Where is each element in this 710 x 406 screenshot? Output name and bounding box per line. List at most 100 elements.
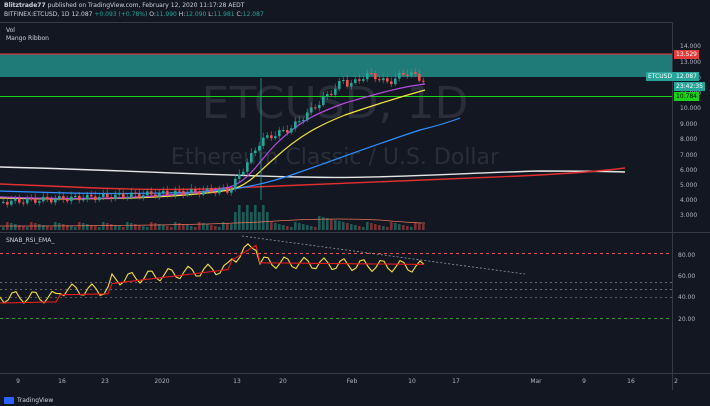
candle <box>374 73 377 80</box>
date-axis[interactable]: 9 16 23 2020 13 20 Feb 10 17 Mar 9 16 2 <box>16 378 678 385</box>
candle <box>122 193 125 198</box>
volume-bar <box>2 227 5 230</box>
candle <box>82 199 85 201</box>
candle <box>346 79 349 87</box>
price-tick-label: 5.000 <box>680 182 697 189</box>
ma-blue <box>0 117 461 195</box>
candle <box>382 78 385 81</box>
candle <box>50 199 53 203</box>
candle <box>338 81 341 89</box>
volume-bar <box>194 227 197 230</box>
author[interactable]: Blitztrade77 <box>4 2 46 9</box>
indicator-vol-label[interactable]: Vol <box>6 27 15 34</box>
rsi-indicator-label[interactable]: SNAB_RSI_EMA_ <box>6 237 55 244</box>
volume-bar <box>198 222 201 230</box>
volume-bar <box>370 223 373 230</box>
candle <box>102 193 105 198</box>
candle <box>154 194 157 197</box>
rsi-tick-label: 60.00 <box>678 273 695 280</box>
candle <box>350 82 353 87</box>
volume-bar <box>298 223 301 230</box>
candle <box>218 188 221 194</box>
price-tick-label: 10.000 <box>680 105 701 112</box>
price-axis[interactable]: 14.00013.00012.00011.00010.0009.0008.000… <box>680 43 701 219</box>
candle <box>354 79 357 83</box>
candle <box>398 73 401 79</box>
low-value: 11.981 <box>213 11 235 18</box>
footer[interactable]: TradingView <box>4 397 53 404</box>
indicator-ribbon-label[interactable]: Mango Ribbon <box>6 35 49 42</box>
volume-bar <box>210 225 213 230</box>
volume-bar <box>262 205 265 230</box>
resistance-zone[interactable] <box>0 54 672 77</box>
candle <box>302 120 305 122</box>
volume-bar <box>406 226 409 230</box>
volume-bar <box>58 223 61 230</box>
volume-bar <box>230 224 233 230</box>
volume-bar <box>134 224 137 230</box>
volume-bar <box>310 226 313 230</box>
volume-bar <box>238 205 241 230</box>
volume-bar <box>62 224 65 230</box>
candle <box>406 74 409 76</box>
resistance-price-tag: 13.529 <box>674 50 699 59</box>
volume-bar <box>398 224 401 230</box>
candle <box>66 199 69 202</box>
candle <box>326 94 329 97</box>
candle <box>178 190 181 192</box>
candle <box>270 135 273 139</box>
candle <box>182 191 185 196</box>
volume-bar <box>26 227 29 230</box>
volume-bar <box>334 220 337 230</box>
rsi-trendline[interactable] <box>241 235 526 275</box>
volume-bar <box>414 222 417 230</box>
volume-bar <box>402 225 405 230</box>
candle <box>242 171 245 175</box>
volume-bar <box>166 226 169 230</box>
volume-bar <box>94 226 97 230</box>
candle <box>190 189 193 194</box>
volume-bar <box>126 222 129 230</box>
candle <box>290 128 293 133</box>
candle <box>422 80 425 82</box>
volume-bar <box>290 227 293 230</box>
volume-bar <box>218 227 221 230</box>
candle <box>262 137 265 146</box>
candle <box>146 191 149 196</box>
candle <box>370 73 373 75</box>
candle <box>150 191 153 195</box>
rsi-ema-line <box>0 244 424 304</box>
symbol[interactable]: BITFINEX:ETCUSD, 1D <box>4 11 70 18</box>
published-text: published on TradingView.com, February 1… <box>47 2 245 9</box>
volume-bar <box>42 225 45 230</box>
candles[interactable] <box>2 68 425 208</box>
volume-bar <box>242 212 245 230</box>
candle <box>358 79 361 81</box>
volume-bar <box>366 222 369 230</box>
volume-bar <box>178 223 181 230</box>
volume-bar <box>306 225 309 230</box>
date-tick-label: 9 <box>582 378 586 385</box>
candle <box>278 130 281 137</box>
publish-line: Blitztrade77 published on TradingView.co… <box>4 2 244 9</box>
open-label: O: <box>149 11 156 18</box>
candle <box>2 201 5 203</box>
candle <box>70 196 73 202</box>
candle <box>378 79 381 81</box>
countdown-tag: 23:42:35 <box>674 82 705 91</box>
volume-bar <box>286 226 289 230</box>
volume-bar <box>66 225 69 230</box>
volume-bar <box>170 227 173 230</box>
candle <box>74 195 77 197</box>
candle <box>402 73 405 75</box>
volume-bar <box>206 224 209 230</box>
volume-bar <box>362 227 365 230</box>
close-value: 12.087 <box>242 11 264 18</box>
candle <box>226 188 229 193</box>
volume-ma <box>0 218 426 227</box>
candle <box>62 196 65 200</box>
volume-bar <box>350 224 353 230</box>
price-tick-label: 9.000 <box>680 121 697 128</box>
candle <box>362 79 365 81</box>
